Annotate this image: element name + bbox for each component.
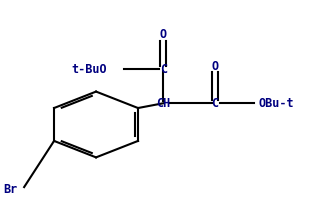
Text: C: C xyxy=(160,63,167,76)
Text: OBu-t: OBu-t xyxy=(259,97,294,110)
Text: CH: CH xyxy=(156,97,170,110)
Text: C: C xyxy=(211,97,218,110)
Text: O: O xyxy=(160,28,167,41)
Text: O: O xyxy=(211,60,218,73)
Text: t-BuO: t-BuO xyxy=(71,63,107,76)
Text: Br: Br xyxy=(4,183,18,196)
